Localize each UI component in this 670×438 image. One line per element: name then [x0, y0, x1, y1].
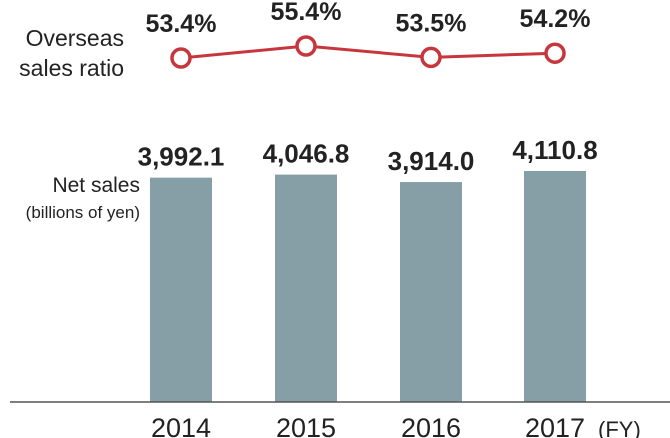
x-tick-label: 2015	[276, 413, 336, 438]
x-axis-unit: (FY)	[598, 417, 641, 438]
line-value-labels: 53.4% 55.4% 53.5% 54.2%	[146, 0, 591, 38]
line-point-2016	[420, 46, 442, 69]
line-value-label: 53.4%	[146, 10, 217, 38]
x-tick-label: 2016	[401, 413, 461, 438]
bar-series-label-line1: Net sales	[52, 174, 140, 197]
bar-2017	[524, 171, 586, 402]
line-point-2017	[544, 42, 566, 64]
line-point-2015	[295, 35, 317, 57]
x-tick-labels: 2014 2015 2016 2017	[151, 413, 585, 438]
line-series-label-line2: sales ratio	[19, 55, 124, 81]
bar-2015	[275, 174, 337, 402]
x-tick-label: 2014	[151, 413, 211, 438]
line-series-label-line1: Overseas	[26, 25, 124, 51]
bar-value-label: 4,046.8	[263, 139, 350, 169]
x-tick-label: 2017	[525, 413, 585, 438]
bar-series-label-line2: (billions of yen)	[26, 203, 140, 222]
bar-value-label: 3,992.1	[138, 142, 225, 172]
bar-value-labels: 3,992.1 4,046.8 3,914.0 4,110.8	[138, 135, 598, 176]
line-series-path	[180, 44, 556, 60]
bar-value-label: 3,914.0	[388, 146, 475, 176]
line-value-label: 55.4%	[271, 0, 342, 26]
line-value-label: 53.5%	[396, 9, 467, 37]
line-series	[170, 35, 566, 69]
bar-2014	[150, 177, 212, 402]
bar-series	[150, 171, 586, 402]
bar-2016	[400, 182, 462, 402]
line-point-2014	[170, 47, 192, 69]
bar-value-label: 4,110.8	[512, 135, 597, 165]
line-value-label: 54.2%	[520, 5, 591, 33]
